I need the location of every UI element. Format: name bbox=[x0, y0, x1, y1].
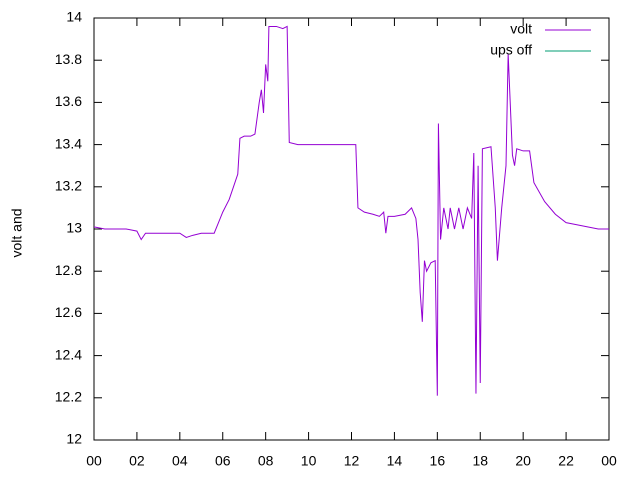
y-tick-label: 12.6 bbox=[55, 304, 82, 320]
y-tick-label: 14 bbox=[66, 9, 82, 25]
x-tick-label: 02 bbox=[129, 453, 145, 469]
y-axis-label: volt and bbox=[9, 208, 25, 257]
x-tick-label: 08 bbox=[258, 453, 274, 469]
y-tick-label: 12.8 bbox=[55, 262, 82, 278]
x-tick-label: 20 bbox=[515, 453, 531, 469]
y-tick-label: 12.2 bbox=[55, 389, 82, 405]
x-tick-label: 12 bbox=[344, 453, 360, 469]
y-tick-label: 13.4 bbox=[55, 135, 82, 151]
x-tick-label: 04 bbox=[172, 453, 188, 469]
x-tick-label: 06 bbox=[215, 453, 231, 469]
y-tick-label: 12.4 bbox=[55, 346, 82, 362]
y-tick-label: 12 bbox=[66, 431, 82, 447]
legend-label: volt bbox=[510, 21, 532, 37]
x-tick-label: 10 bbox=[301, 453, 317, 469]
y-tick-label: 13.2 bbox=[55, 178, 82, 194]
x-tick-label: 00 bbox=[86, 453, 102, 469]
y-tick-label: 13 bbox=[66, 220, 82, 236]
x-tick-label: 16 bbox=[430, 453, 446, 469]
x-tick-label: 14 bbox=[387, 453, 403, 469]
plot-border bbox=[93, 17, 610, 441]
legend-label: ups off bbox=[490, 42, 532, 58]
y-tick-label: 13.6 bbox=[55, 93, 82, 109]
x-tick-label: 18 bbox=[472, 453, 488, 469]
series-line bbox=[93, 25, 609, 396]
y-tick-label: 13.8 bbox=[55, 51, 82, 67]
x-tick-label: 00 bbox=[601, 453, 617, 469]
x-tick-label: 22 bbox=[558, 453, 574, 469]
